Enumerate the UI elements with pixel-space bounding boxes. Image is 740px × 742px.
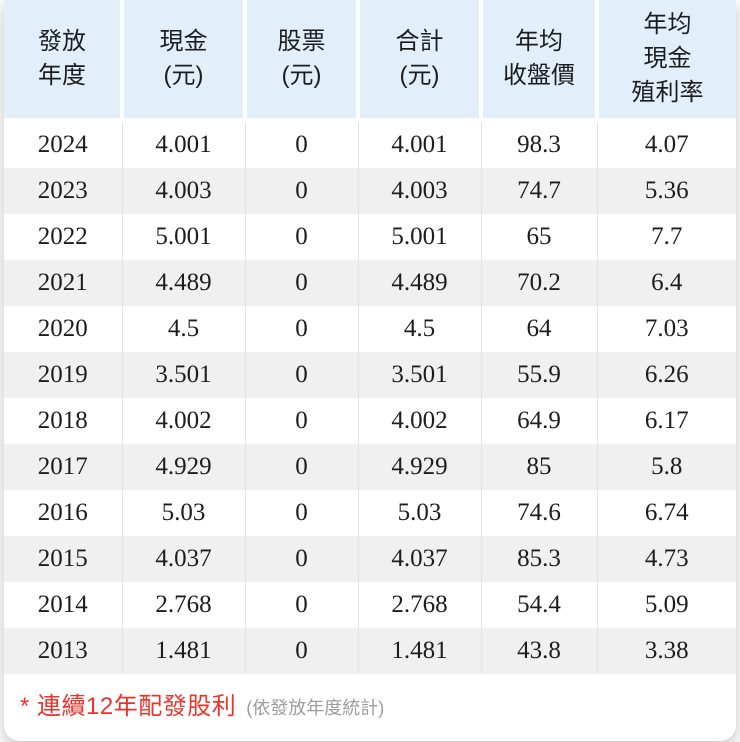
stock-cell: 0 xyxy=(244,120,358,168)
year-cell: 2021 xyxy=(37,269,88,296)
table-header-row: 發放 年度 現金 (元) 股票 (元) 合計 (元) 年均 收盤價 年均 現金 殖利率 xyxy=(4,0,736,122)
avg-yield-cell: 7.7 xyxy=(596,214,736,260)
total-cell: 1.481 xyxy=(357,628,481,674)
total-cell: 5.03 xyxy=(357,490,481,536)
footer-note-gray: (依發放年度統計) xyxy=(246,698,385,718)
table-row: 2021 4.489 0 4.489 70.2 6.4 xyxy=(4,260,736,306)
avg-yield-cell: 6.74 xyxy=(596,490,736,536)
avg-close-cell: 64.9 xyxy=(480,398,597,444)
table-row: 2020 4.5 0 4.5 64 7.03 xyxy=(4,306,736,352)
avg-yield-cell: 6.17 xyxy=(596,398,736,444)
stock-cell: 0 xyxy=(244,444,358,490)
total-cell: 4.929 xyxy=(357,444,481,490)
stock-cell: 0 xyxy=(244,490,358,536)
stock-cell: 0 xyxy=(244,628,358,674)
cash-cell: 4.001 xyxy=(121,120,245,168)
avg-yield-cell: 5.09 xyxy=(596,582,736,628)
stock-cell: 0 xyxy=(244,260,358,306)
year-cell: 2019 xyxy=(37,361,88,388)
cash-cell: 4.002 xyxy=(121,398,245,444)
year-cell: 2017 xyxy=(37,453,88,480)
avg-yield-cell: 6.4 xyxy=(596,260,736,306)
column-header-cash: 現金 (元) xyxy=(120,0,245,122)
total-cell: 4.5 xyxy=(357,306,481,352)
total-cell: 3.501 xyxy=(357,352,481,398)
cash-cell: 5.001 xyxy=(121,214,245,260)
stock-cell: 0 xyxy=(244,352,358,398)
cash-cell: 2.768 xyxy=(121,582,245,628)
column-header-stock: 股票 (元) xyxy=(243,0,358,122)
year-cell: 2013 xyxy=(37,637,88,664)
total-cell: 4.001 xyxy=(357,120,481,168)
avg-yield-cell: 6.26 xyxy=(596,352,736,398)
table-header: 發放 年度 現金 (元) 股票 (元) 合計 (元) 年均 收盤價 年均 現金 殖利率 xyxy=(4,0,736,122)
total-cell: 4.037 xyxy=(357,536,481,582)
avg-close-cell: 64 xyxy=(480,306,597,352)
total-cell: 4.002 xyxy=(357,398,481,444)
year-cell: 2015 xyxy=(37,545,88,572)
year-cell: 2020 xyxy=(37,315,88,342)
stock-cell: 0 xyxy=(244,306,358,352)
cash-cell: 5.03 xyxy=(121,490,245,536)
cash-cell: 4.5 xyxy=(121,306,245,352)
year-cell: 2023 xyxy=(37,177,88,204)
year-cell: 2014 xyxy=(37,591,88,618)
table-row: 2017 4.929 0 4.929 85 5.8 xyxy=(4,444,736,490)
table-row: 2014 2.768 0 2.768 54.4 5.09 xyxy=(4,582,736,628)
year-cell: 2022 xyxy=(37,223,88,250)
column-header-total: 合計 (元) xyxy=(356,0,481,122)
avg-close-cell: 70.2 xyxy=(480,260,597,306)
dividend-history-card: 發放 年度 現金 (元) 股票 (元) 合計 (元) 年均 收盤價 年均 現金 殖利率 2… xyxy=(4,0,736,741)
table-row: 2019 3.501 0 3.501 55.9 6.26 xyxy=(4,352,736,398)
column-header-avg_yield: 年均 現金 殖利率 xyxy=(595,0,736,122)
stock-cell: 0 xyxy=(244,168,358,214)
avg-close-cell: 65 xyxy=(480,214,597,260)
avg-yield-cell: 5.8 xyxy=(596,444,736,490)
table-row: 2024 4.001 0 4.001 98.3 4.07 xyxy=(4,120,736,168)
table-row: 2015 4.037 0 4.037 85.3 4.73 xyxy=(4,536,736,582)
total-cell: 2.768 xyxy=(357,582,481,628)
avg-close-cell: 85.3 xyxy=(480,536,597,582)
cash-cell: 4.929 xyxy=(121,444,245,490)
avg-yield-cell: 4.73 xyxy=(596,536,736,582)
cash-cell: 4.003 xyxy=(121,168,245,214)
avg-close-cell: 74.7 xyxy=(480,168,597,214)
avg-yield-cell: 4.07 xyxy=(596,120,736,168)
avg-close-cell: 74.6 xyxy=(480,490,597,536)
table-row: 2022 5.001 0 5.001 65 7.7 xyxy=(4,214,736,260)
avg-close-cell: 85 xyxy=(480,444,597,490)
avg-yield-cell: 5.36 xyxy=(596,168,736,214)
table-row: 2013 1.481 0 1.481 43.8 3.38 xyxy=(4,628,736,674)
stock-cell: 0 xyxy=(244,536,358,582)
avg-close-cell: 98.3 xyxy=(480,120,597,168)
table-body: 2024 4.001 0 4.001 98.3 4.07 2023 4.003 … xyxy=(4,120,736,674)
cash-cell: 4.037 xyxy=(121,536,245,582)
stock-cell: 0 xyxy=(244,214,358,260)
avg-close-cell: 54.4 xyxy=(480,582,597,628)
year-cell: 2024 xyxy=(37,131,88,158)
cash-cell: 1.481 xyxy=(121,628,245,674)
total-cell: 4.489 xyxy=(357,260,481,306)
table-row: 2023 4.003 0 4.003 74.7 5.36 xyxy=(4,168,736,214)
footer-note: * 連續12年配發股利 (依發放年度統計) xyxy=(4,674,736,741)
column-header-avg_close: 年均 收盤價 xyxy=(479,0,597,122)
table-row: 2018 4.002 0 4.002 64.9 6.17 xyxy=(4,398,736,444)
stock-cell: 0 xyxy=(244,582,358,628)
avg-yield-cell: 7.03 xyxy=(596,306,736,352)
dividend-history-table: 發放 年度 現金 (元) 股票 (元) 合計 (元) 年均 收盤價 年均 現金 殖利率 2… xyxy=(4,0,736,674)
cash-cell: 4.489 xyxy=(121,260,245,306)
avg-close-cell: 55.9 xyxy=(480,352,597,398)
avg-close-cell: 43.8 xyxy=(480,628,597,674)
footer-note-red: * 連續12年配發股利 xyxy=(20,693,237,720)
stock-cell: 0 xyxy=(244,398,358,444)
avg-yield-cell: 3.38 xyxy=(596,628,736,674)
table-row: 2016 5.03 0 5.03 74.6 6.74 xyxy=(4,490,736,536)
column-header-year: 發放 年度 xyxy=(4,0,122,122)
year-cell: 2016 xyxy=(37,499,88,526)
total-cell: 5.001 xyxy=(357,214,481,260)
cash-cell: 3.501 xyxy=(121,352,245,398)
total-cell: 4.003 xyxy=(357,168,481,214)
year-cell: 2018 xyxy=(37,407,88,434)
